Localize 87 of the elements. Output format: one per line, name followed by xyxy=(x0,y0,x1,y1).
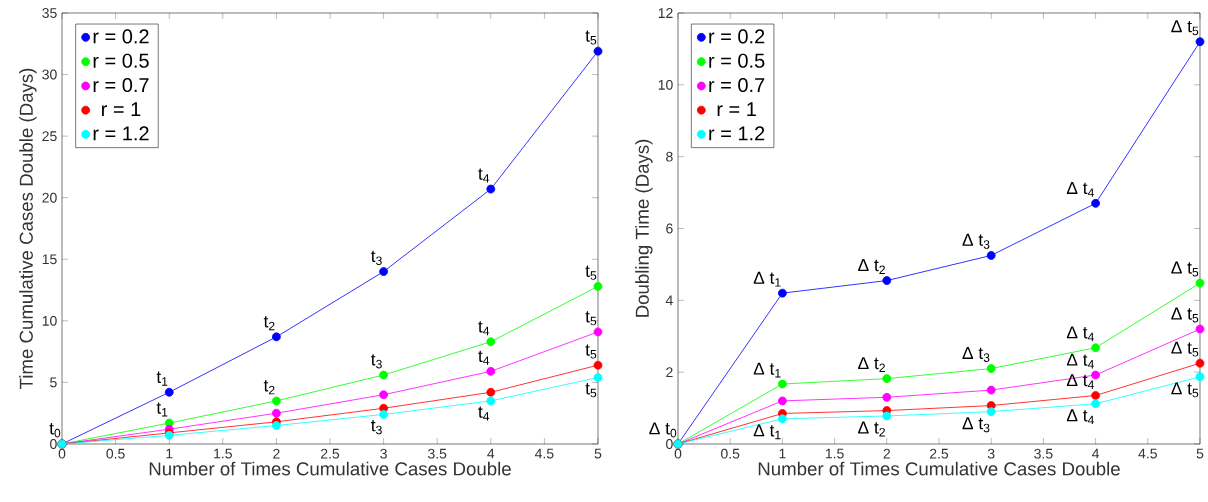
y-tick-label: 8 xyxy=(666,151,673,162)
annotation: Δ t$_{2}$ xyxy=(858,421,885,437)
x-tick-label: 3.5 xyxy=(1034,448,1053,459)
annotation: t$_{5}$ xyxy=(585,30,597,45)
y-tick-label: 0 xyxy=(50,439,57,449)
x-tick-label: 5 xyxy=(1196,448,1204,459)
annotation: Δ t$_{1}$ xyxy=(753,271,781,287)
annotation: t$_{3}$ xyxy=(371,420,382,435)
legend-label: r = 0.2 xyxy=(709,29,765,44)
annotation: t$_{5}$ xyxy=(585,344,597,359)
x-tick-label: 3 xyxy=(987,448,995,459)
annotation: t$_{5}$ xyxy=(585,265,597,280)
x-tick-label: 4 xyxy=(487,448,495,459)
y-tick-label: 2 xyxy=(666,367,673,378)
x-tick-label: 4.5 xyxy=(534,448,554,459)
annotation: t$_{4}$ xyxy=(478,321,490,336)
x-tick-label: 1.5 xyxy=(214,448,232,459)
annotation: Δ t$_{3}$ xyxy=(962,346,990,362)
x-tick-label: 3.5 xyxy=(427,448,447,459)
annotation: t$_{1}$ xyxy=(156,402,168,417)
annotation: t$_{2}$ xyxy=(263,316,275,331)
x-tick-label: 2 xyxy=(883,448,890,459)
y-tick-label: 4 xyxy=(665,295,673,306)
x-tick-label: 0.5 xyxy=(721,448,740,459)
annotation: t$_{4}$ xyxy=(478,406,490,421)
x-tick-label: 0 xyxy=(58,448,66,459)
annotation: Δ t$_{3}$ xyxy=(962,417,990,433)
annotation: t$_{5}$ xyxy=(585,311,597,326)
annotation: Δ t$_{2}$ xyxy=(858,259,885,274)
legend-label: r = 1 xyxy=(101,102,141,117)
legend-label: r = 0.2 xyxy=(93,29,149,44)
x-tick-label: 2.5 xyxy=(929,448,949,459)
annotation: Δ t$_{5}$ xyxy=(1171,341,1199,357)
y-axis-title: Doubling Time (Days) xyxy=(635,139,653,317)
y-tick-label: 25 xyxy=(42,131,57,142)
annotation: Δ t$_{1}$ xyxy=(753,424,781,440)
x-tick-label: 2 xyxy=(273,448,280,459)
legend-label: r = 0.5 xyxy=(93,53,149,68)
y-tick-label: 30 xyxy=(42,69,57,80)
annotation: Δ t$_{1}$ xyxy=(753,362,781,378)
annotation: t$_{5}$ xyxy=(585,383,597,398)
legend-label: r = 0.7 xyxy=(709,77,765,93)
y-tick-label: 10 xyxy=(658,79,673,90)
x-axis-title: Number of Times Cumulative Cases Double xyxy=(149,461,511,476)
annotation: t$_{2}$ xyxy=(263,380,275,395)
annotation: t$_{3}$ xyxy=(371,250,382,265)
annotation: Δ t$_{0}$ xyxy=(649,422,677,438)
annotation: t$_{4}$ xyxy=(478,168,490,183)
annotation: Δ t$_{5}$ xyxy=(1171,20,1199,36)
annotation: Δ t$_{4}$ xyxy=(1066,326,1094,342)
annotation: Δ t$_{4}$ xyxy=(1066,353,1094,369)
x-tick-label: 4 xyxy=(1092,448,1100,459)
x-tick-label: 5 xyxy=(594,448,602,459)
annotation: Δ t$_{5}$ xyxy=(1171,261,1199,277)
annotation: t$_{1}$ xyxy=(156,371,168,386)
x-tick-label: 0 xyxy=(674,448,682,459)
x-tick-label: 1.5 xyxy=(825,448,844,459)
legend-label: r = 1 xyxy=(717,102,756,117)
legend-label: r = 0.5 xyxy=(709,53,765,68)
legend-label: r = 0.7 xyxy=(93,77,149,93)
annotation: Δ t$_{4}$ xyxy=(1066,181,1094,197)
annotation: t$_{3}$ xyxy=(371,354,382,369)
y-tick-label: 12 xyxy=(658,8,673,18)
y-tick-label: 6 xyxy=(666,223,673,234)
annotation: Δ t$_{4}$ xyxy=(1066,409,1094,425)
legend-label: r = 1.2 xyxy=(93,126,149,141)
annotation: t$_{4}$ xyxy=(478,350,490,365)
y-tick-label: 5 xyxy=(50,377,57,388)
y-tick-label: 10 xyxy=(42,315,57,326)
y-tick-label: 35 xyxy=(42,8,57,18)
x-tick-label: 1 xyxy=(166,448,173,459)
y-tick-label: 0 xyxy=(666,439,673,449)
x-tick-label: 2.5 xyxy=(320,448,340,459)
annotation: Δ t$_{5}$ xyxy=(1171,307,1199,323)
x-tick-label: 0.5 xyxy=(106,448,125,459)
y-tick-label: 20 xyxy=(42,192,57,203)
x-axis-title: Number of Times Cumulative Cases Double xyxy=(758,461,1120,476)
x-tick-label: 4.5 xyxy=(1138,448,1157,459)
annotation: Δ t$_{2}$ xyxy=(858,357,885,373)
annotation: Δ t$_{5}$ xyxy=(1171,382,1199,398)
x-tick-label: 3 xyxy=(380,448,387,459)
y-axis-title: Time Cumulative Cases Double (Days) xyxy=(19,68,37,390)
x-tick-label: 1 xyxy=(779,448,786,459)
annotation: t$_{0}$ xyxy=(49,423,61,438)
annotation: Δ t$_{3}$ xyxy=(962,233,990,249)
legend-label: r = 1.2 xyxy=(709,126,765,141)
y-tick-label: 15 xyxy=(42,254,57,265)
